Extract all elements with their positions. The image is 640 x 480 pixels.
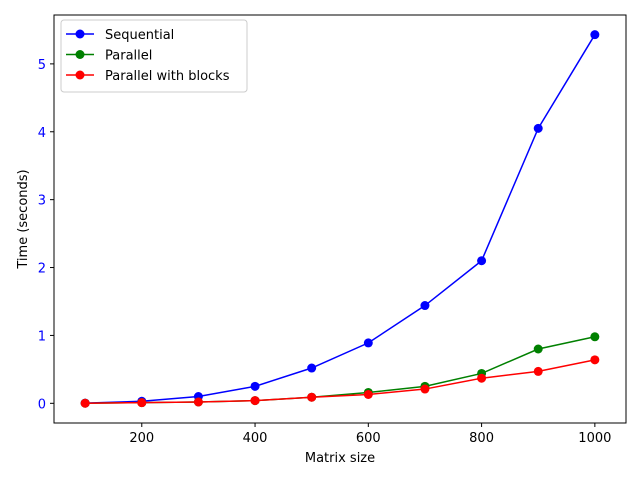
plot-frame (53, 14, 627, 424)
x-axis-ticks: 200 400 600 800 1000 (129, 423, 611, 446)
data-point-parallel-with-blocks (533, 366, 543, 376)
data-point-parallel-with-blocks (307, 392, 317, 402)
x-tick-label: 600 (356, 431, 381, 446)
series-line-parallel (85, 336, 596, 404)
x-axis-label: Matrix size (305, 451, 375, 466)
data-point-sequential (420, 301, 430, 311)
y-axis-label: Time (seconds) (16, 169, 31, 269)
y-tick-label: 3 (38, 194, 46, 209)
y-tick-label: 0 (38, 397, 46, 412)
data-point-parallel (533, 344, 543, 354)
x-tick-label: 800 (469, 431, 494, 446)
data-point-parallel-with-blocks (250, 396, 260, 406)
y-axis-ticks: 0 1 2 3 4 5 (38, 58, 54, 412)
series-line-sequential (85, 34, 596, 404)
data-point-parallel-with-blocks (363, 389, 373, 399)
data-point-parallel-with-blocks (590, 355, 600, 365)
legend-box (60, 19, 248, 93)
legend-label-parallel-with-blocks: Parallel with blocks (105, 69, 230, 84)
series-layer (80, 30, 600, 408)
legend-marker-parallel (75, 50, 85, 59)
y-tick-label: 4 (38, 126, 46, 141)
y-tick-label: 1 (38, 329, 46, 344)
x-tick-label: 400 (243, 431, 268, 446)
data-point-sequential (477, 256, 487, 266)
legend: Sequential Parallel Parallel with blocks (60, 19, 248, 93)
data-point-sequential (590, 30, 600, 40)
series-line-parallel-with-blocks (85, 359, 596, 404)
legend-label-sequential: Sequential (105, 28, 174, 43)
x-tick-label: 200 (129, 431, 154, 446)
legend-label-parallel: Parallel (105, 49, 152, 64)
data-point-parallel (590, 332, 600, 342)
data-point-parallel-with-blocks (137, 398, 147, 408)
data-point-parallel-with-blocks (420, 384, 430, 394)
data-point-sequential (307, 363, 317, 373)
data-point-sequential (363, 338, 373, 348)
legend-marker-parallel-with-blocks (75, 70, 85, 80)
data-point-sequential (250, 381, 260, 391)
data-point-parallel-with-blocks (477, 373, 487, 383)
data-point-sequential (533, 123, 543, 133)
data-point-parallel-with-blocks (193, 397, 203, 407)
y-tick-label: 5 (38, 58, 46, 73)
x-tick-label: 1000 (578, 431, 611, 446)
legend-marker-sequential (75, 29, 85, 39)
y-tick-label: 2 (38, 262, 46, 277)
data-point-parallel-with-blocks (80, 398, 90, 408)
